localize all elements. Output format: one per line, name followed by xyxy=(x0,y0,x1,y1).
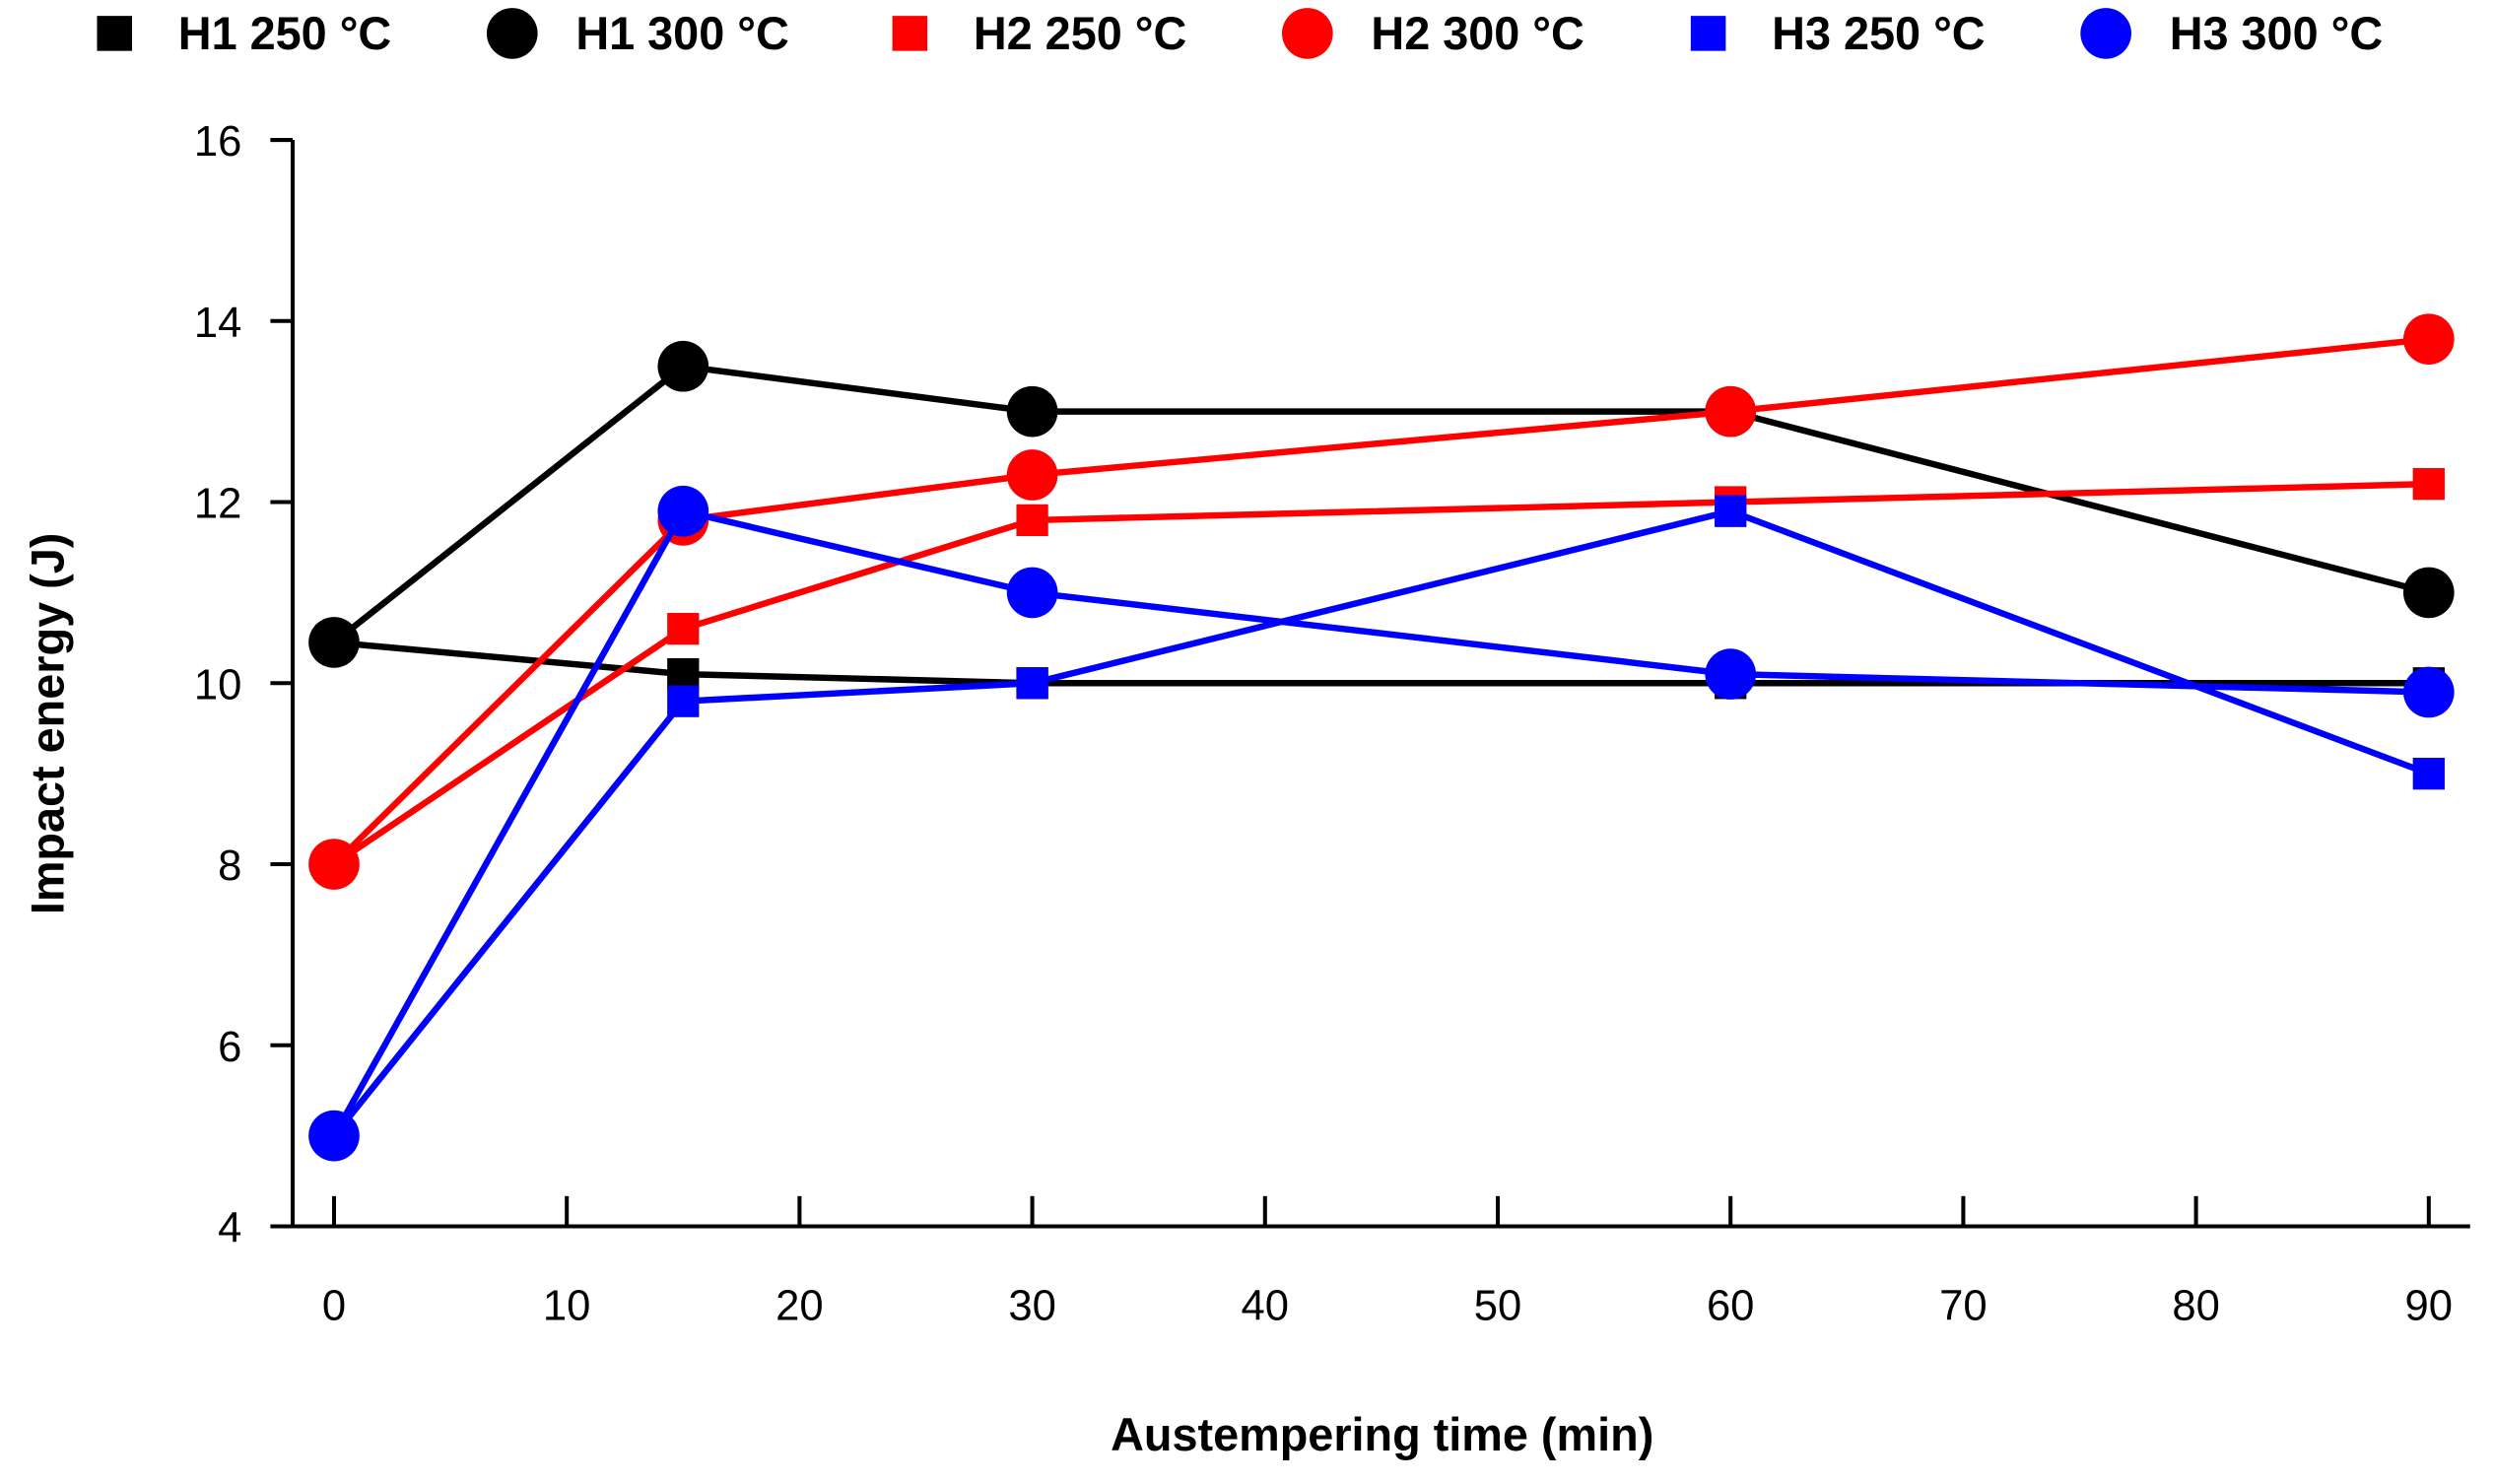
data-point-circle xyxy=(1705,385,1757,438)
series-line xyxy=(331,363,2430,645)
data-point-circle xyxy=(2402,567,2455,619)
series-line xyxy=(331,507,2429,1138)
legend-label: H2 250 °C xyxy=(974,8,1186,59)
x-tick-label: 50 xyxy=(1474,1283,1521,1330)
series-line xyxy=(331,335,2430,867)
legend-item: H3 300 °C xyxy=(2080,8,2383,59)
legend-label: H1 250 °C xyxy=(178,8,391,59)
data-point-circle xyxy=(657,340,709,392)
series-line xyxy=(331,507,2430,1138)
data-point-square xyxy=(1715,495,1747,527)
y-tick-label: 6 xyxy=(218,1024,241,1071)
legend-marker-square xyxy=(97,16,132,51)
x-tick-label: 70 xyxy=(1939,1283,1987,1330)
series-h2-250-c xyxy=(317,468,2445,881)
data-point-square xyxy=(2412,468,2445,501)
legend-marker-square xyxy=(892,16,928,51)
data-point-circle xyxy=(1006,449,1058,501)
x-tick-label: 90 xyxy=(2405,1283,2453,1330)
data-point-circle xyxy=(1705,648,1757,700)
data-point-circle xyxy=(657,485,709,537)
data-point-circle xyxy=(1006,567,1058,619)
data-point-square xyxy=(1016,504,1048,537)
series-h3-300-c xyxy=(308,485,2455,1162)
x-tick-label: 80 xyxy=(2172,1283,2219,1330)
legend-item: H1 250 °C xyxy=(97,8,391,59)
data-point-circle xyxy=(2402,666,2455,718)
legend-label: H1 300 °C xyxy=(575,8,788,59)
legend-marker-square xyxy=(1690,16,1726,51)
y-tick-label: 10 xyxy=(194,661,241,708)
data-point-square xyxy=(667,685,700,717)
data-point-circle xyxy=(308,839,360,890)
x-tick-label: 40 xyxy=(1242,1283,1289,1330)
y-axis-label: Impact energy (J) xyxy=(23,533,74,915)
y-tick-label: 12 xyxy=(194,481,241,528)
x-tick-label: 20 xyxy=(775,1283,823,1330)
y-tick-label: 14 xyxy=(194,300,241,347)
data-point-circle xyxy=(2402,313,2455,365)
legend-marker-circle xyxy=(486,8,538,59)
ticks: 4 6 8 10 12 14 16 0 10 20 30 40 50 60 70 80 90 xyxy=(194,118,2453,1330)
series-group xyxy=(308,313,2455,1162)
legend-item: H1 300 °C xyxy=(486,8,789,59)
legend-label: H2 300 °C xyxy=(1371,8,1584,59)
data-point-circle xyxy=(1006,385,1058,438)
data-point-circle xyxy=(308,1110,360,1162)
legend-marker-circle xyxy=(2080,8,2131,59)
data-point-square xyxy=(2412,758,2445,790)
series-line xyxy=(333,639,2429,687)
legend-marker-circle xyxy=(1282,8,1333,59)
legend-item: H2 300 °C xyxy=(1282,8,1584,59)
x-tick-label: 10 xyxy=(543,1283,590,1330)
legend-label: H3 300 °C xyxy=(2170,8,2383,59)
x-tick-label: 60 xyxy=(1707,1283,1754,1330)
legend-item: H3 250 °C xyxy=(1690,8,1986,59)
data-point-square xyxy=(667,657,700,691)
legend: H1 250 °C H1 300 °C H2 250 °C H2 300 °C H3 2… xyxy=(97,8,2383,59)
legend-item: H2 250 °C xyxy=(892,8,1186,59)
series-h1-300-c xyxy=(308,340,2455,668)
data-point-circle xyxy=(308,617,360,668)
legend-label: H3 250 °C xyxy=(1772,8,1985,59)
data-point-square xyxy=(1016,667,1048,700)
x-tick-label: 0 xyxy=(322,1283,346,1330)
y-tick-label: 8 xyxy=(218,843,241,890)
y-tick-label: 16 xyxy=(194,118,241,166)
x-tick-label: 30 xyxy=(1008,1283,1055,1330)
x-axis-label: Austempering time (min) xyxy=(1111,1409,1653,1460)
data-point-square xyxy=(667,613,700,645)
y-tick-label: 4 xyxy=(218,1205,241,1252)
